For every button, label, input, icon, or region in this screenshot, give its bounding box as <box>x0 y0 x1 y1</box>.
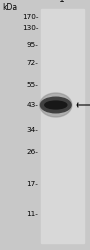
Ellipse shape <box>45 101 67 109</box>
Text: 1: 1 <box>59 0 65 4</box>
Bar <box>41 9 84 243</box>
Text: kDa: kDa <box>2 3 17 12</box>
Ellipse shape <box>40 93 72 117</box>
Text: 170-: 170- <box>22 14 38 20</box>
Text: 17-: 17- <box>26 182 38 188</box>
Text: 72-: 72- <box>26 60 38 66</box>
Text: 95-: 95- <box>26 42 38 48</box>
Text: 26-: 26- <box>26 150 38 156</box>
Text: 34-: 34- <box>26 126 38 132</box>
Text: 11-: 11- <box>26 212 38 218</box>
Text: 43-: 43- <box>26 102 38 108</box>
Text: 130-: 130- <box>22 24 38 30</box>
Text: 55-: 55- <box>26 82 38 87</box>
Ellipse shape <box>40 97 71 113</box>
